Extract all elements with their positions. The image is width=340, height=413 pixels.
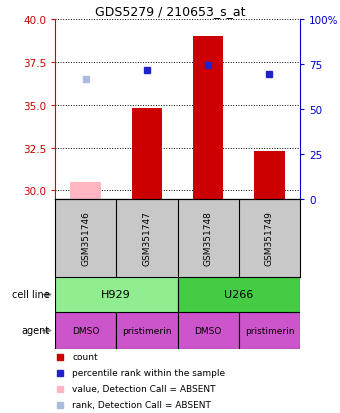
Text: GSM351747: GSM351747 — [142, 211, 151, 266]
Bar — [193, 37, 223, 199]
Text: pristimerin: pristimerin — [122, 326, 172, 335]
Text: DMSO: DMSO — [72, 326, 99, 335]
Text: GSM351746: GSM351746 — [81, 211, 90, 266]
Text: value, Detection Call = ABSENT: value, Detection Call = ABSENT — [72, 385, 216, 394]
Bar — [70, 183, 101, 199]
Bar — [55, 312, 116, 349]
Text: DMSO: DMSO — [194, 326, 222, 335]
Text: GSM351749: GSM351749 — [265, 211, 274, 266]
Bar — [254, 152, 285, 199]
Text: cell line: cell line — [12, 290, 50, 300]
Bar — [55, 277, 177, 312]
Bar — [116, 312, 177, 349]
Bar — [132, 109, 162, 199]
Text: pristimerin: pristimerin — [244, 326, 294, 335]
Text: GDS5279 / 210653_s_at: GDS5279 / 210653_s_at — [95, 5, 245, 19]
Text: agent: agent — [22, 326, 50, 336]
Bar — [177, 312, 239, 349]
Text: GSM351748: GSM351748 — [204, 211, 212, 266]
Text: H929: H929 — [101, 290, 131, 300]
Text: U266: U266 — [224, 290, 253, 300]
Text: rank, Detection Call = ABSENT: rank, Detection Call = ABSENT — [72, 401, 211, 410]
Text: percentile rank within the sample: percentile rank within the sample — [72, 369, 225, 377]
Text: count: count — [72, 353, 98, 362]
Bar — [239, 312, 300, 349]
Bar — [177, 277, 300, 312]
